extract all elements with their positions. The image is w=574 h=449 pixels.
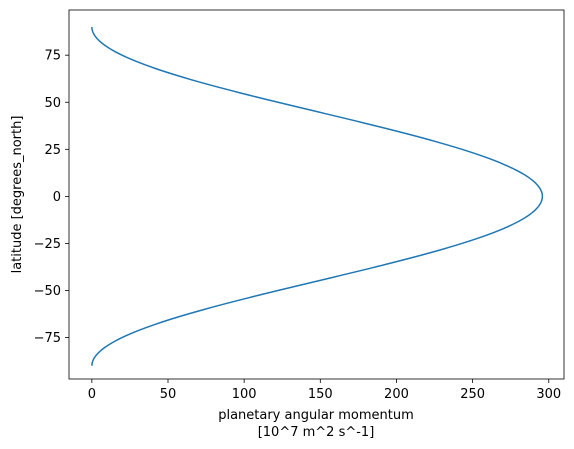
x-tick-label: 0 — [88, 387, 96, 402]
x-tick-label: 250 — [460, 387, 485, 402]
x-axis-label: planetary angular momentum — [218, 408, 414, 423]
y-tick-label: −75 — [34, 331, 61, 346]
x-tick-label: 200 — [384, 387, 409, 402]
y-tick-label: 50 — [44, 96, 61, 111]
y-tick-label: −25 — [34, 237, 61, 252]
y-tick-label: −50 — [34, 284, 61, 299]
y-tick-label: 75 — [44, 49, 61, 64]
x-tick-label: 150 — [308, 387, 333, 402]
plot-area — [68, 9, 565, 380]
y-axis-label: latitude [degrees_north] — [10, 116, 25, 274]
x-tick-label: 50 — [160, 387, 177, 402]
x-axis-units: [10^7 m^2 s^-1] — [258, 425, 375, 440]
x-tick-label: 300 — [536, 387, 561, 402]
axes-frame — [68, 9, 565, 380]
x-axis-ticks: 0 50 100 150 200 250 300 — [88, 379, 561, 402]
y-axis-ticks: −75 −50 −25 0 25 50 75 — [34, 49, 69, 346]
series-line — [91, 26, 544, 366]
y-tick-label: 0 — [53, 190, 61, 205]
x-tick-label: 100 — [232, 387, 257, 402]
y-tick-label: 25 — [44, 143, 61, 158]
